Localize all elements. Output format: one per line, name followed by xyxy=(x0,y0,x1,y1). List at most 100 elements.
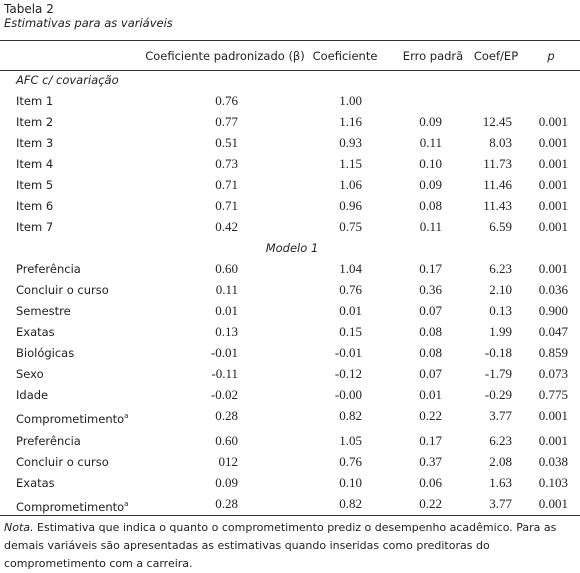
cell-value: 0.73 xyxy=(215,156,238,171)
cell-value: 3.77 xyxy=(489,408,512,423)
cell-value: 6.23 xyxy=(489,433,512,448)
cell-value: 0.001 xyxy=(538,114,568,129)
row-label: Item 7 xyxy=(16,217,53,237)
row-label-text: Item 6 xyxy=(16,199,54,213)
row-label: Exatas xyxy=(16,473,55,493)
section-title: Modelo 1 xyxy=(265,241,319,255)
cell-value: 1.63 xyxy=(489,475,512,490)
column-header: Erro padrã xyxy=(402,49,464,63)
row-label: Exatas xyxy=(16,322,55,342)
cell-value: 2.08 xyxy=(489,454,512,469)
cell-value: -0.01 xyxy=(334,345,362,360)
row-label-text: Idade xyxy=(16,388,49,402)
footnote-mark: a xyxy=(124,500,129,508)
cell-value: 1.00 xyxy=(339,93,362,108)
cell-value: 0.71 xyxy=(215,198,238,213)
cell-value: 0.17 xyxy=(419,433,442,448)
cell-value: 0.001 xyxy=(538,261,568,276)
cell-value: 0.001 xyxy=(538,177,568,192)
cell-value: 0.22 xyxy=(419,408,442,423)
row-label-text: Exatas xyxy=(16,325,55,339)
row-label: Semestre xyxy=(16,301,71,321)
cell-value: -0.18 xyxy=(484,345,512,360)
cell-value: 0.28 xyxy=(215,408,238,423)
header-rule xyxy=(0,70,580,71)
cell-value: 0.13 xyxy=(215,324,238,339)
column-header: Coeficiente padronizado (β) xyxy=(145,49,305,63)
cell-value: 0.001 xyxy=(538,135,568,150)
row-label-text: Preferência xyxy=(16,434,81,448)
cell-value: -0.29 xyxy=(484,387,512,402)
row-label-text: Concluir o curso xyxy=(16,455,109,469)
row-label-text: Item 1 xyxy=(16,94,54,108)
row-label-text: Item 7 xyxy=(16,220,54,234)
cell-value: 0.93 xyxy=(339,135,362,150)
cell-value: 6.59 xyxy=(489,219,512,234)
cell-value: 0.11 xyxy=(419,135,442,150)
row-label: Item 3 xyxy=(16,133,53,153)
cell-value: 0.08 xyxy=(419,198,442,213)
row-label: Idade xyxy=(16,385,48,405)
cell-value: 0.15 xyxy=(339,324,362,339)
note-lead: Nota. xyxy=(4,521,34,534)
row-label-text: Semestre xyxy=(16,304,71,318)
cell-value: 0.13 xyxy=(489,303,512,318)
row-label-text: Item 2 xyxy=(16,115,54,129)
cell-value: 0.75 xyxy=(339,219,362,234)
cell-value: 0.01 xyxy=(419,387,442,402)
cell-value: 0.900 xyxy=(538,303,568,318)
cell-value: 0.001 xyxy=(538,198,568,213)
cell-value: -0.02 xyxy=(210,387,238,402)
top-rule xyxy=(0,40,580,41)
cell-value: 6.23 xyxy=(489,261,512,276)
cell-value: 0.001 xyxy=(538,219,568,234)
cell-value: 0.01 xyxy=(339,303,362,318)
cell-value: -0.12 xyxy=(334,366,362,381)
row-label: Item 1 xyxy=(16,91,53,111)
column-header: p xyxy=(547,49,555,63)
cell-value: 0.001 xyxy=(538,496,568,511)
cell-value: 0.42 xyxy=(215,219,238,234)
cell-value: 0.09 xyxy=(419,177,442,192)
cell-value: 3.77 xyxy=(489,496,512,511)
column-header: Coeficiente xyxy=(312,49,378,63)
cell-value: 0.06 xyxy=(419,475,442,490)
cell-value: 0.073 xyxy=(538,366,568,381)
cell-value: 0.036 xyxy=(538,282,568,297)
cell-value: 1.16 xyxy=(339,114,362,129)
row-label: Biológicas xyxy=(16,343,74,363)
cell-value: 0.11 xyxy=(419,219,442,234)
row-label-text: Sexo xyxy=(16,367,44,381)
cell-value: -0.11 xyxy=(211,366,238,381)
row-label: Concluir o curso xyxy=(16,280,109,300)
cell-value: 0.11 xyxy=(215,282,238,297)
cell-value: 0.82 xyxy=(339,408,362,423)
table-subtitle: Estimativas para as variáveis xyxy=(4,16,173,30)
cell-value: 11.46 xyxy=(483,177,512,192)
row-label: Preferência xyxy=(16,431,81,451)
cell-value: 0.76 xyxy=(215,93,238,108)
column-header: Coef/EP xyxy=(473,49,519,63)
row-label-text: Comprometimento xyxy=(16,500,125,514)
cell-value: 0.103 xyxy=(538,475,568,490)
cell-value: 0.71 xyxy=(215,177,238,192)
row-label: Sexo xyxy=(16,364,44,384)
row-label: Concluir o curso xyxy=(16,452,109,472)
row-label-text: Item 3 xyxy=(16,136,54,150)
cell-value: 12.45 xyxy=(482,114,512,129)
cell-value: 0.001 xyxy=(538,408,568,423)
row-label: Item 5 xyxy=(16,175,53,195)
cell-value: 0.76 xyxy=(339,454,362,469)
cell-value: 11.73 xyxy=(483,156,512,171)
footnote-mark: a xyxy=(124,412,129,420)
cell-value: 0.08 xyxy=(419,324,442,339)
cell-value: 0.038 xyxy=(538,454,568,469)
row-label-text: Item 4 xyxy=(16,157,54,171)
row-label: Comprometimentoa xyxy=(16,494,128,514)
row-label-text: Item 5 xyxy=(16,178,54,192)
cell-value: 0.17 xyxy=(419,261,442,276)
row-label-text: Concluir o curso xyxy=(16,283,109,297)
cell-value: 012 xyxy=(218,454,239,469)
cell-value: 0.10 xyxy=(339,475,362,490)
